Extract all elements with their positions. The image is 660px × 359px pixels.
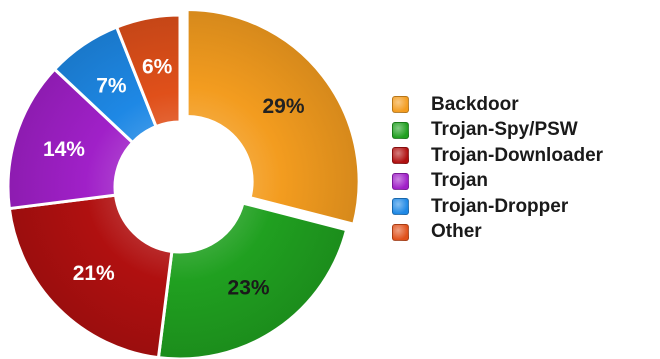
slice-label-trojan: 14% (43, 138, 85, 161)
slice-label-backdoor: 29% (262, 95, 304, 118)
donut-slices (6, 7, 361, 359)
legend-swatch (392, 198, 409, 215)
slice-label-trojan-dropper: 7% (96, 75, 127, 98)
slice-labels: 29% 23% 21% 14% 7% 6% (43, 56, 305, 300)
legend-item-trojan-dropper: Trojan-Dropper (392, 194, 603, 219)
slice-label-trojan-downloader: 21% (73, 262, 115, 285)
legend-swatch (392, 223, 409, 241)
slice-backdoor (185, 7, 361, 226)
legend-label: Trojan-Dropper (431, 195, 569, 217)
legend-swatch (392, 147, 409, 164)
slice-label-other: 6% (142, 56, 173, 79)
legend-label: Backdoor (431, 93, 519, 115)
legend-label: Trojan-Downloader (431, 144, 604, 166)
legend-item-other: Other (392, 220, 603, 245)
legend-label: Trojan (431, 170, 489, 191)
slice-label-trojan-spy-psw: 23% (228, 276, 270, 299)
legend-item-backdoor: Backdoor (392, 92, 603, 117)
slice-trojan (6, 67, 135, 211)
chart-legend: Backdoor Trojan-Spy/PSW Trojan-Downloader T… (392, 92, 603, 245)
legend-swatch (392, 172, 409, 190)
slice-trojan-downloader (7, 193, 174, 359)
legend-label: Trojan-Spy/PSW (431, 119, 578, 140)
legend-item-trojan-downloader: Trojan-Downloader (392, 143, 603, 168)
legend-label: Other (431, 221, 482, 242)
legend-item-trojan: Trojan (392, 169, 603, 194)
legend-swatch (392, 121, 409, 139)
slice-other (115, 13, 182, 129)
legend-swatch (392, 96, 409, 113)
legend-item-trojan-spy-psw: Trojan-Spy/PSW (392, 118, 603, 143)
